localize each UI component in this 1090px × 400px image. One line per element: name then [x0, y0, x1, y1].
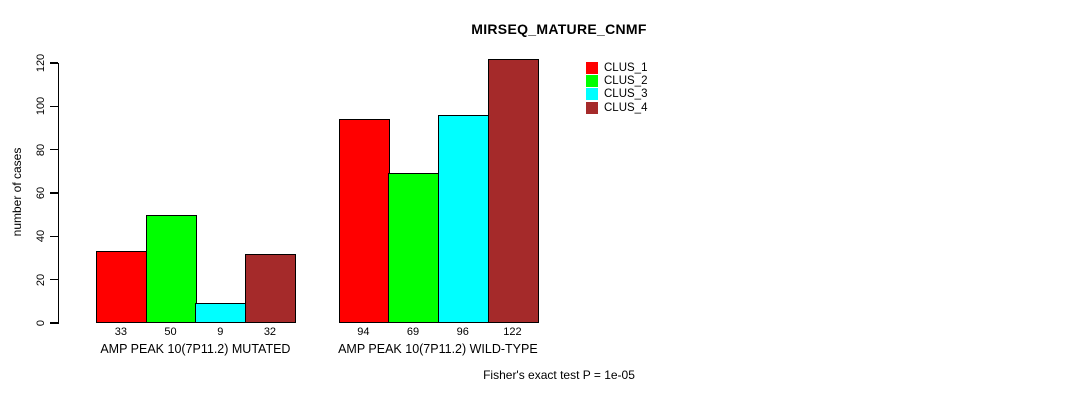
legend-item-clus_3: CLUS_3: [586, 88, 647, 101]
y-axis-tick-label: 120: [35, 53, 47, 73]
legend-swatch: [586, 75, 598, 88]
y-axis-tick-label: 20: [35, 273, 47, 286]
legend-label: CLUS_2: [604, 75, 648, 88]
legend-label: CLUS_4: [604, 101, 648, 114]
bar-clus_2-group1: [145, 215, 197, 323]
y-axis-tick-label: 100: [35, 97, 47, 116]
bar-value-label: 69: [406, 326, 420, 338]
bar-value-label: 50: [164, 326, 177, 338]
y-axis-tick: [50, 322, 58, 324]
legend-swatch: [586, 88, 598, 101]
y-axis-label: number of cases: [10, 147, 24, 237]
legend-item-clus_1: CLUS_1: [586, 61, 647, 74]
bar-clus_4-group2: [487, 59, 539, 323]
bar-clus_3-group2: [437, 115, 489, 323]
legend-item-clus_4: CLUS_4: [586, 101, 647, 114]
legend-item-clus_2: CLUS_2: [586, 74, 648, 88]
y-axis-tick: [50, 192, 58, 194]
bar-value-label: 32: [263, 326, 277, 338]
bar-value-label: 122: [503, 326, 522, 338]
y-axis-tick: [50, 62, 58, 64]
bar-value-label: 94: [357, 326, 370, 338]
bar-clus_3-group1: [195, 303, 247, 323]
group-label-2: AMP PEAK 10(7P11.2) WILD-TYPE: [338, 342, 538, 356]
legend-swatch: [586, 101, 598, 114]
y-axis-tick: [50, 235, 58, 237]
legend-label: CLUS_1: [604, 61, 648, 74]
y-axis-tick: [50, 279, 58, 281]
bar-value-label: 9: [217, 326, 224, 338]
y-axis-tick: [50, 149, 58, 151]
legend-label: CLUS_3: [604, 88, 648, 101]
y-axis-tick-label: 80: [35, 143, 47, 156]
bar-clus_4-group1: [245, 254, 297, 323]
bar-value-label: 33: [114, 326, 127, 338]
legend-swatch: [586, 61, 598, 74]
chart-title: MIRSEQ_MATURE_CNMF: [471, 21, 647, 37]
group-label-1: AMP PEAK 10(7P11.2) MUTATED: [100, 342, 291, 356]
bar-clus_2-group2: [388, 173, 440, 323]
bar-clus_1-group1: [96, 251, 147, 323]
y-axis-tick: [50, 105, 58, 107]
y-axis-line: [57, 62, 59, 324]
legend: CLUS_1 CLUS_2 CLUS_3 CLUS_4: [586, 61, 647, 115]
bar-value-label: 96: [456, 326, 469, 338]
y-axis-tick-label: 40: [35, 230, 47, 243]
y-axis-tick-label: 60: [35, 186, 47, 200]
stats-annotation: Fisher's exact test P = 1e-05: [483, 368, 635, 382]
bar-clus_1-group2: [338, 119, 390, 323]
y-axis-tick-label: 0: [35, 319, 47, 327]
